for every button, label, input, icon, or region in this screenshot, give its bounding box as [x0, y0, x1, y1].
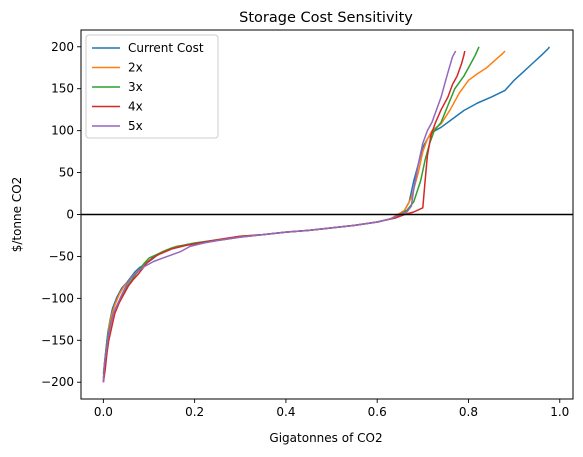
y-axis-label: $/tonne CO2 — [10, 177, 24, 253]
y-tick-label: −200 — [41, 375, 74, 389]
plot-area — [80, 29, 574, 400]
y-tick-label: 200 — [51, 40, 74, 54]
legend-label: 3x — [128, 80, 143, 94]
y-tick-label: −100 — [41, 291, 74, 305]
legend-box — [85, 34, 219, 139]
series-lines — [81, 46, 573, 383]
legend-items: Current Cost 2x 3x 4x 5x — [92, 41, 204, 133]
legend-label: 5x — [128, 119, 143, 133]
x-axis-ticks: 0.0 0.2 0.4 0.6 0.8 1.0 — [94, 399, 569, 419]
legend-label: 2x — [128, 61, 143, 75]
legend-label: Current Cost — [128, 41, 204, 55]
x-tick-label: 0.2 — [185, 405, 204, 419]
y-tick-label: 0 — [66, 208, 74, 222]
x-axis-label: Gigatonnes of CO2 — [269, 431, 382, 445]
x-tick-label: 0.6 — [368, 405, 387, 419]
x-tick-label: 1.0 — [550, 405, 569, 419]
series-line-5 — [102, 50, 457, 383]
y-tick-label: −50 — [49, 249, 74, 263]
y-axis-ticks: −200 −150 −100 −50 0 50 100 150 200 — [41, 40, 81, 389]
y-tick-label: 150 — [51, 82, 74, 96]
x-tick-label: 0.0 — [94, 405, 113, 419]
x-tick-label: 0.8 — [459, 405, 478, 419]
y-tick-label: 50 — [59, 166, 74, 180]
y-tick-label: 100 — [51, 124, 74, 138]
legend-label: 4x — [128, 100, 143, 114]
x-tick-label: 0.4 — [276, 405, 295, 419]
chart-title: Storage Cost Sensitivity — [239, 10, 413, 26]
y-tick-label: −150 — [41, 333, 74, 347]
legend: Current Cost 2x 3x 4x 5x — [85, 34, 219, 139]
